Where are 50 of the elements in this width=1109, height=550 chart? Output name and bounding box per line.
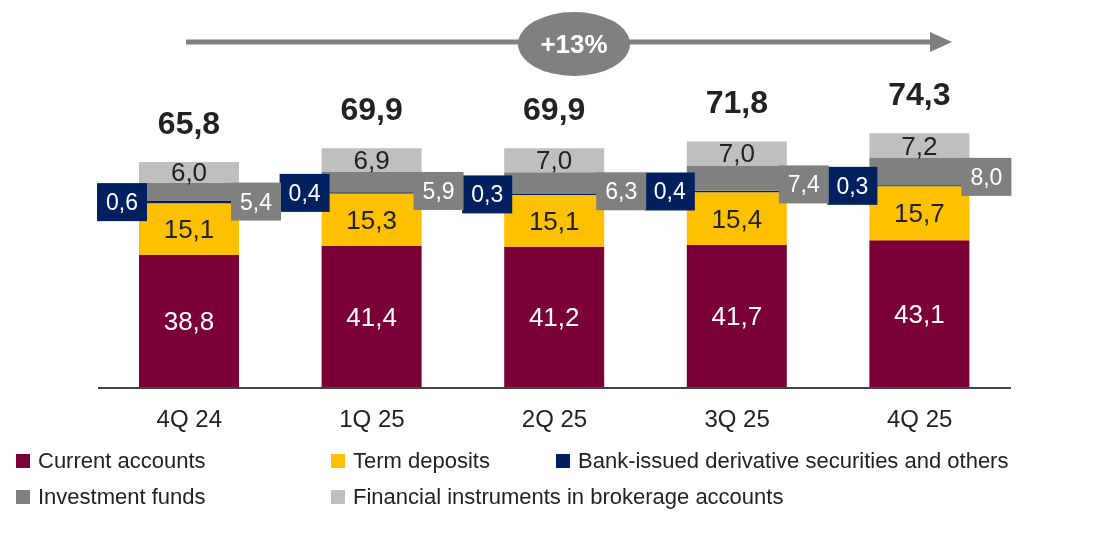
data-label: 15,3 [346,204,397,235]
bar [321,246,422,388]
x-tick-label: 1Q 25 [339,405,405,433]
bar [869,186,970,241]
bar [139,254,239,388]
data-label: 38,8 [163,306,215,337]
data-label: 6,0 [170,157,208,188]
data-label: 0,6 [106,189,138,216]
bar [504,246,605,388]
total-label: 71,8 [705,84,768,121]
data-label: 6,3 [605,178,638,205]
data-label: 6,9 [353,145,390,176]
legend-label: Investment funds [38,484,206,510]
data-label: 0,4 [288,179,321,206]
data-label: 7,0 [536,145,573,176]
bar [686,244,787,388]
data-label: 5,9 [422,177,455,204]
data-label: 7,4 [787,171,820,198]
text: +13% [540,29,608,59]
data-label: 15,1 [163,214,215,245]
data-label: 41,4 [346,302,397,333]
legend-label: Term deposits [353,448,490,474]
total-label: 74,3 [888,76,951,113]
x-tick-label: 3Q 25 [704,405,770,433]
bar [869,133,970,158]
data-label: 7,2 [901,130,938,161]
data-label: 7,0 [718,138,755,169]
data-label: 43,1 [894,299,945,330]
data-label: 0,4 [653,178,686,205]
data-label: 0,3 [471,181,504,208]
data-label: 15,4 [711,203,763,234]
data-label: 41,2 [528,302,580,333]
bar [504,148,605,173]
total-label: 69,9 [340,91,403,128]
x-tick-label: 2Q 25 [521,405,588,433]
x-tick-label: 4Q 25 [887,405,953,433]
legend-label: Financial instruments in brokerage accounts [353,484,784,510]
data-label: 41,7 [711,301,763,332]
data-label: 8,0 [970,163,1003,190]
bar [869,240,970,388]
data-label: 5,4 [240,188,273,215]
data-label: 0,3 [836,172,869,199]
total-label: 69,9 [523,91,586,128]
x-tick-label: 4Q 24 [156,405,222,433]
total-label: 65,8 [157,105,221,141]
data-label: 15,1 [528,205,580,236]
legend-label: Bank-issued derivative securities and others [578,448,1009,474]
bar [686,141,787,166]
data-label: 15,7 [894,198,945,229]
legend-label: Current accounts [38,448,206,474]
